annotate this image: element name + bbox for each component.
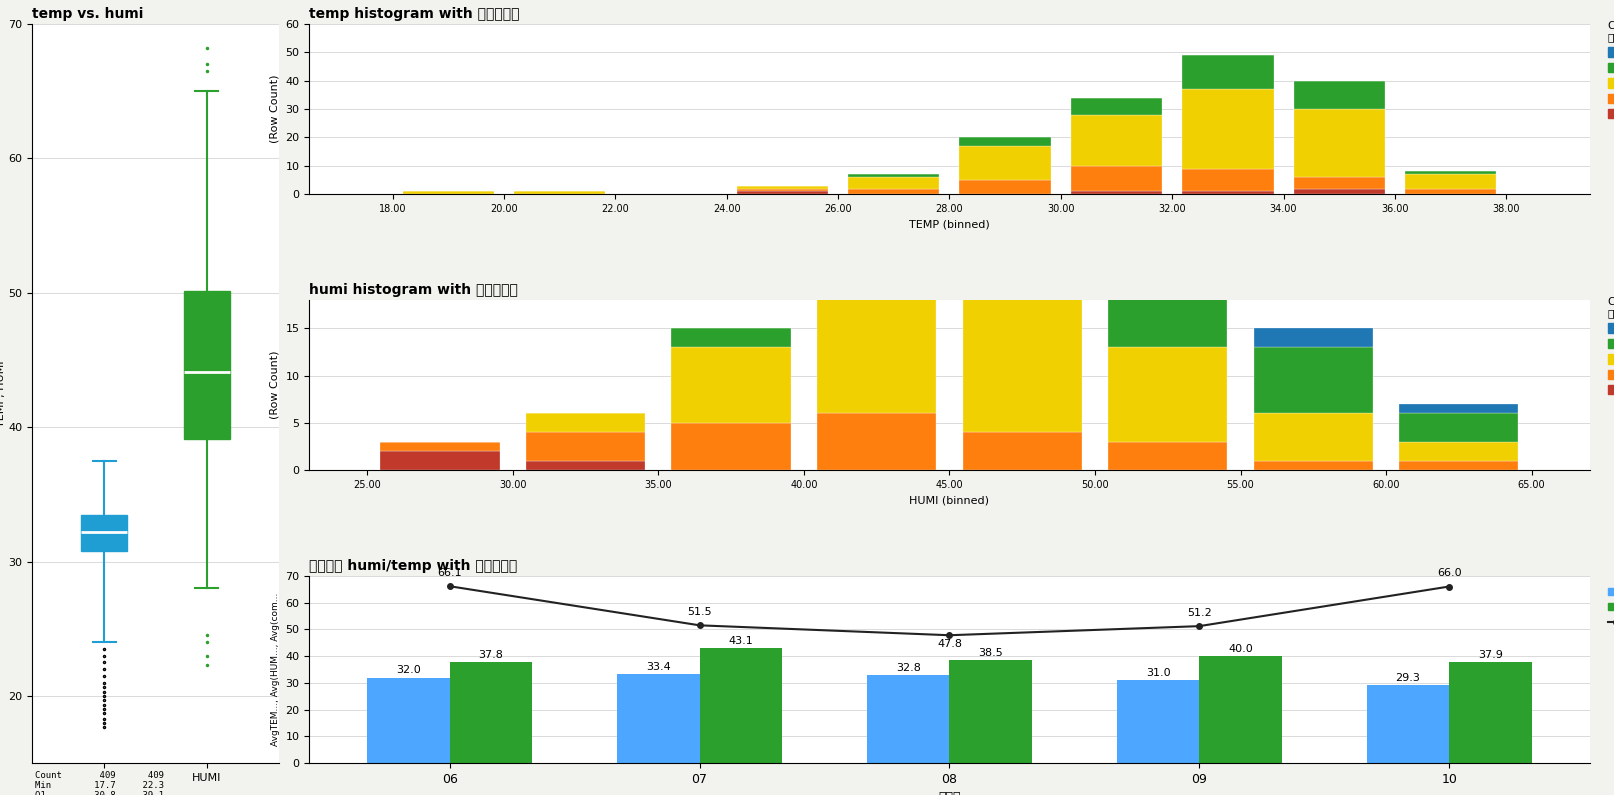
Bar	[450, 662, 533, 763]
Y-axis label: (Row Count): (Row Count)	[270, 351, 279, 419]
Bar	[736, 192, 828, 194]
Bar	[1181, 55, 1273, 89]
Bar	[817, 224, 936, 290]
Bar	[1109, 347, 1227, 442]
Bar	[959, 138, 1051, 146]
Bar	[1399, 442, 1519, 461]
Bar	[1399, 413, 1519, 442]
Text: 66.1: 66.1	[437, 568, 462, 578]
Bar	[1181, 169, 1273, 192]
Bar	[1181, 192, 1273, 194]
X-axis label: HUMI (binned): HUMI (binned)	[909, 495, 989, 506]
Bar	[671, 423, 791, 470]
Text: 51.2: 51.2	[1186, 608, 1212, 618]
PathPatch shape	[184, 291, 229, 439]
Bar	[1367, 684, 1449, 763]
Bar	[526, 461, 646, 470]
Bar	[671, 347, 791, 423]
Bar	[847, 188, 939, 194]
Bar	[381, 442, 500, 452]
Bar	[1293, 177, 1385, 188]
Text: 38.5: 38.5	[978, 648, 1002, 658]
Bar	[1109, 442, 1227, 470]
Bar	[1070, 166, 1162, 192]
Bar	[699, 648, 783, 763]
Y-axis label: (Row Count): (Row Count)	[270, 75, 279, 143]
Text: 29.3: 29.3	[1396, 673, 1420, 683]
Bar	[1449, 661, 1532, 763]
Bar	[1109, 234, 1227, 243]
Bar	[526, 432, 646, 461]
Y-axis label: TEMP, HUMI: TEMP, HUMI	[0, 360, 6, 427]
Text: 40.0: 40.0	[1228, 644, 1252, 654]
Bar	[1399, 461, 1519, 470]
Bar	[1117, 681, 1199, 763]
Bar	[1404, 188, 1496, 194]
Text: temp vs. humi: temp vs. humi	[32, 7, 144, 21]
Text: 측정월별 humi/temp with 쿨적성지수: 측정월별 humi/temp with 쿨적성지수	[310, 559, 518, 573]
Bar	[962, 215, 1081, 290]
Bar	[867, 676, 949, 763]
Bar	[817, 413, 936, 470]
Bar	[736, 186, 828, 188]
Bar	[1254, 461, 1374, 470]
Bar	[1181, 89, 1273, 169]
Bar	[381, 452, 500, 470]
Bar	[368, 677, 450, 763]
Bar	[1404, 174, 1496, 188]
Text: 47.8: 47.8	[938, 638, 962, 649]
Text: 32.0: 32.0	[395, 665, 421, 676]
Text: 37.8: 37.8	[479, 650, 504, 660]
Text: 66.0: 66.0	[1436, 568, 1461, 579]
Bar	[1070, 98, 1162, 114]
Bar	[959, 146, 1051, 180]
Bar	[617, 674, 699, 763]
Text: 43.1: 43.1	[728, 636, 754, 646]
Bar	[1293, 188, 1385, 194]
Bar	[736, 188, 828, 192]
Text: humi histogram with 쿨적성지수: humi histogram with 쿨적성지수	[310, 283, 518, 297]
Y-axis label: AvgTEM..., Avg(HUM..., Avg(com...: AvgTEM..., Avg(HUM..., Avg(com...	[271, 593, 279, 747]
Text: 31.0: 31.0	[1146, 668, 1170, 678]
X-axis label: TEMP (binned): TEMP (binned)	[909, 219, 989, 230]
Text: 33.4: 33.4	[646, 661, 671, 672]
Bar	[1070, 192, 1162, 194]
Bar	[817, 290, 936, 413]
Bar	[1293, 80, 1385, 109]
Bar	[959, 180, 1051, 194]
Bar	[847, 177, 939, 188]
Bar	[1404, 172, 1496, 174]
Bar	[671, 328, 791, 347]
Legend: 매우취적, 취적, 보통, 불쿨, 매우불쿨: 매우취적, 취적, 보통, 불쿨, 매우불쿨	[1608, 297, 1614, 395]
X-axis label: 측정월: 측정월	[938, 792, 960, 795]
Bar	[1399, 404, 1519, 413]
Bar	[402, 192, 494, 194]
Bar	[513, 192, 605, 194]
Legend: Avg(TEMP), Avg(HUMI), Avg(comfort): Avg(TEMP), Avg(HUMI), Avg(comfort)	[1608, 572, 1614, 627]
Bar	[1293, 109, 1385, 177]
Bar	[1109, 243, 1227, 347]
Text: 32.8: 32.8	[896, 663, 920, 673]
Legend: 매우취적, 취적, 보통, 불쿨, 매우불쿨: 매우취적, 취적, 보통, 불쿨, 매우불쿨	[1608, 21, 1614, 119]
PathPatch shape	[81, 514, 128, 551]
Bar	[1254, 328, 1374, 347]
Bar	[949, 660, 1031, 763]
Text: 37.9: 37.9	[1478, 650, 1503, 660]
Bar	[526, 413, 646, 432]
Bar	[962, 432, 1081, 470]
Bar	[962, 290, 1081, 432]
Bar	[1254, 347, 1374, 413]
Bar	[1199, 656, 1282, 763]
Text: temp histogram with 쿨적성지수: temp histogram with 쿨적성지수	[310, 7, 520, 21]
Bar	[962, 205, 1081, 215]
Text: Count       409      409
Min        17.7     22.3
Q1         30.8     39.1
Media: Count 409 409 Min 17.7 22.3 Q1 30.8 39.1…	[36, 770, 163, 795]
Bar	[1254, 413, 1374, 461]
Text: 51.5: 51.5	[688, 607, 712, 617]
Bar	[1070, 114, 1162, 166]
Bar	[847, 174, 939, 177]
